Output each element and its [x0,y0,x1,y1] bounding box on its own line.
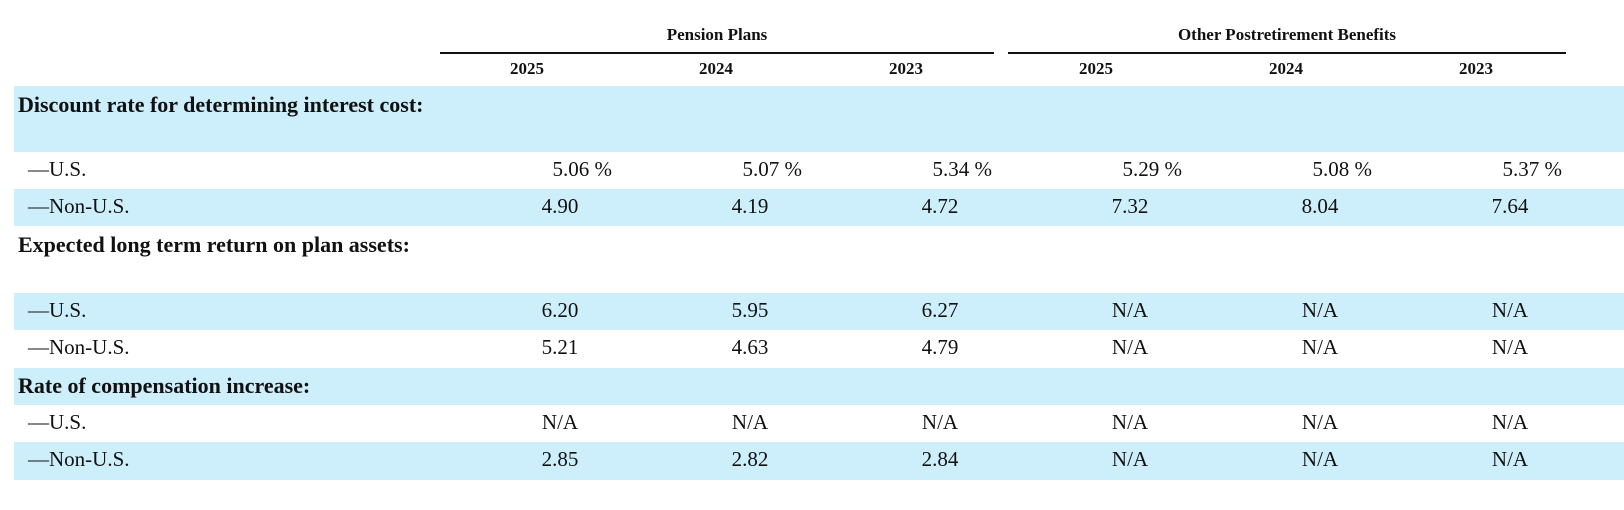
table-cell: 6.27 [921,298,959,322]
table-cell: 6.20 [541,298,579,322]
table-cell: N/A [541,410,579,434]
year-header-pension-2024: 2024 [628,56,804,88]
table-cell: 4.72 [921,194,959,218]
table-cell: N/A [1111,335,1149,359]
table-row: —Non-U.S. 5.21 4.63 4.79 N/A N/A N/A [14,330,1624,368]
table-cell: N/A [731,410,769,434]
table-cell: 4.90 [541,194,579,218]
table-cell: 5.37 % [1502,157,1563,181]
table-row: —Non-U.S. 4.90 4.19 4.72 7.32 8.04 7.64 [14,189,1624,226]
table-row: —U.S. N/A N/A N/A N/A N/A N/A [14,405,1624,442]
table-cell: 2.84 [921,447,959,471]
row-label: —Non-U.S. [28,335,130,359]
year-header-opb-2024: 2024 [1198,56,1374,88]
table-cell: 5.34 % [932,157,993,181]
section-heading-row: Rate of compensation increase: [14,368,1624,405]
year-header-pension-2023: 2023 [818,56,994,88]
row-label: —Non-U.S. [28,447,130,471]
table-cell: 4.63 [731,335,769,359]
row-label: —U.S. [28,410,87,434]
row-label: —U.S. [28,157,87,181]
table-cell: N/A [1301,410,1339,434]
table-row: —Non-U.S. 2.85 2.82 2.84 N/A N/A N/A [14,442,1624,480]
table-cell: 4.19 [731,194,769,218]
table-cell: N/A [1111,298,1149,322]
table-row: —U.S. 5.06 % 5.07 % 5.34 % 5.29 % 5.08 %… [14,152,1624,189]
table-cell: 4.79 [921,335,959,359]
table-cell: 5.08 % [1312,157,1373,181]
year-header-pension-2025: 2025 [440,56,614,88]
table-cell: 7.32 [1111,194,1149,218]
table-cell: 2.85 [541,447,579,471]
table-cell: 5.29 % [1122,157,1183,181]
table-cell: 5.21 [541,335,579,359]
table-cell: N/A [1301,298,1339,322]
table-cell: N/A [1491,410,1529,434]
section-label: Discount rate for determining interest c… [18,92,424,117]
group-header-other-postretirement-benefits: Other Postretirement Benefits [1008,22,1566,54]
table-cell: N/A [1111,447,1149,471]
row-label: —Non-U.S. [28,194,130,218]
table-cell: N/A [1111,410,1149,434]
year-header-opb-2023: 2023 [1388,56,1564,88]
group-header-pension-plans: Pension Plans [440,22,994,54]
section-heading-row: Discount rate for determining interest c… [14,86,1624,152]
table-cell: N/A [1491,298,1529,322]
year-header-opb-2025: 2025 [1008,56,1184,88]
section-label: Rate of compensation increase: [18,373,311,398]
table-cell: N/A [1301,447,1339,471]
table-cell: N/A [1301,335,1339,359]
row-label: —U.S. [28,298,87,322]
table-cell: 7.64 [1491,194,1529,218]
table-cell: N/A [1491,447,1529,471]
table-cell: 5.95 [731,298,769,322]
section-heading-row: Expected long term return on plan assets… [14,226,1624,293]
table-cell: N/A [1491,335,1529,359]
table-cell: 8.04 [1301,194,1339,218]
table-cell: 5.06 % [552,157,613,181]
section-label: Expected long term return on plan assets… [18,232,410,257]
table-cell: 2.82 [731,447,769,471]
table-row: —U.S. 6.20 5.95 6.27 N/A N/A N/A [14,293,1624,330]
table-cell: N/A [921,410,959,434]
table-cell: 5.07 % [742,157,803,181]
